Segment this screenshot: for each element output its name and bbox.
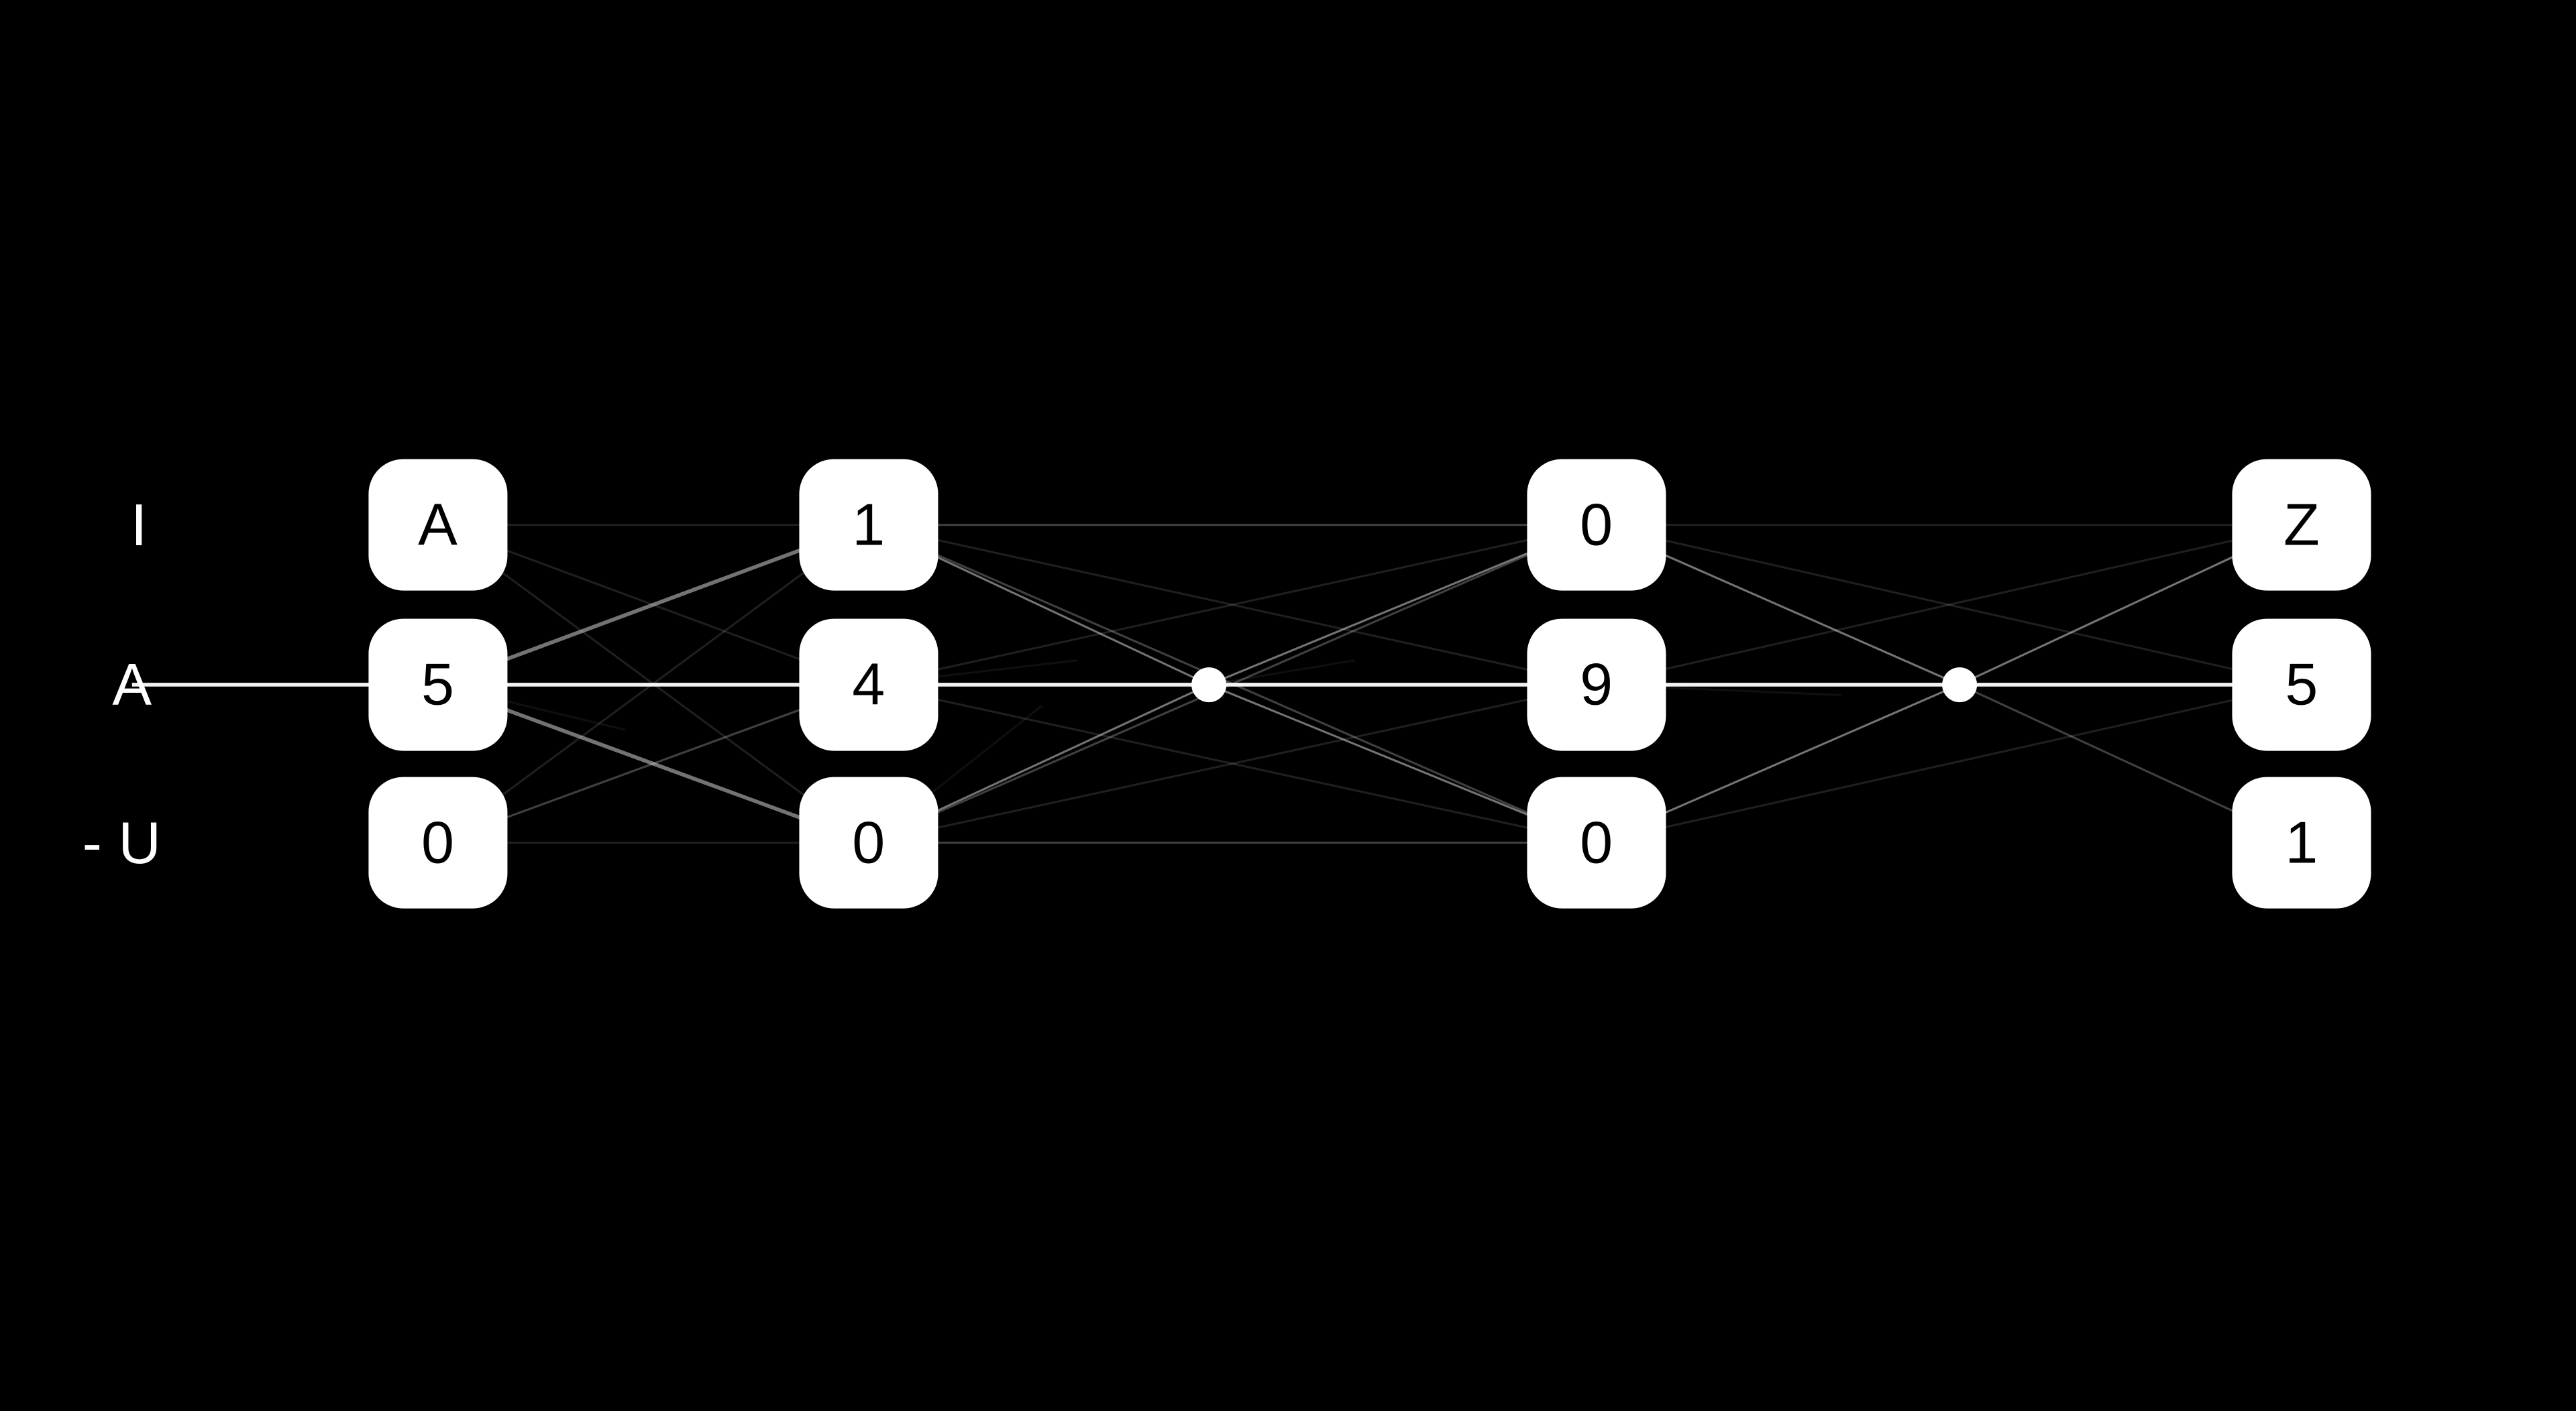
node-n20: 0 xyxy=(1527,459,1666,591)
label-row-2: - U xyxy=(83,809,161,877)
edge xyxy=(1209,661,1355,685)
edge xyxy=(869,685,1597,843)
edge xyxy=(869,525,1597,685)
edge xyxy=(869,525,1597,843)
edge xyxy=(869,525,1597,843)
node-n00: A xyxy=(368,459,507,591)
node-n11: 4 xyxy=(799,619,938,751)
node-n31: 5 xyxy=(2232,619,2371,751)
edge xyxy=(1597,525,2302,685)
node-n21: 9 xyxy=(1527,619,1666,751)
label-row-0: I xyxy=(131,491,147,559)
diagram-canvas: I A - U A 5 0 1 4 0 0 9 0 Z 5 1 xyxy=(0,0,2576,1411)
node-n10: 1 xyxy=(799,459,938,591)
node-n32: 1 xyxy=(2232,777,2371,909)
junction-dot xyxy=(1942,667,1977,702)
node-n30: Z xyxy=(2232,459,2371,591)
node-n02: 0 xyxy=(368,777,507,909)
edge xyxy=(1597,525,2302,685)
edge xyxy=(1597,685,2302,843)
node-n01: 5 xyxy=(368,619,507,751)
edge xyxy=(869,685,1597,843)
edge xyxy=(869,525,1597,685)
node-n12: 0 xyxy=(799,777,938,909)
node-n22: 0 xyxy=(1527,777,1666,909)
label-row-1: A xyxy=(112,651,152,719)
junction-dot xyxy=(1191,667,1226,702)
